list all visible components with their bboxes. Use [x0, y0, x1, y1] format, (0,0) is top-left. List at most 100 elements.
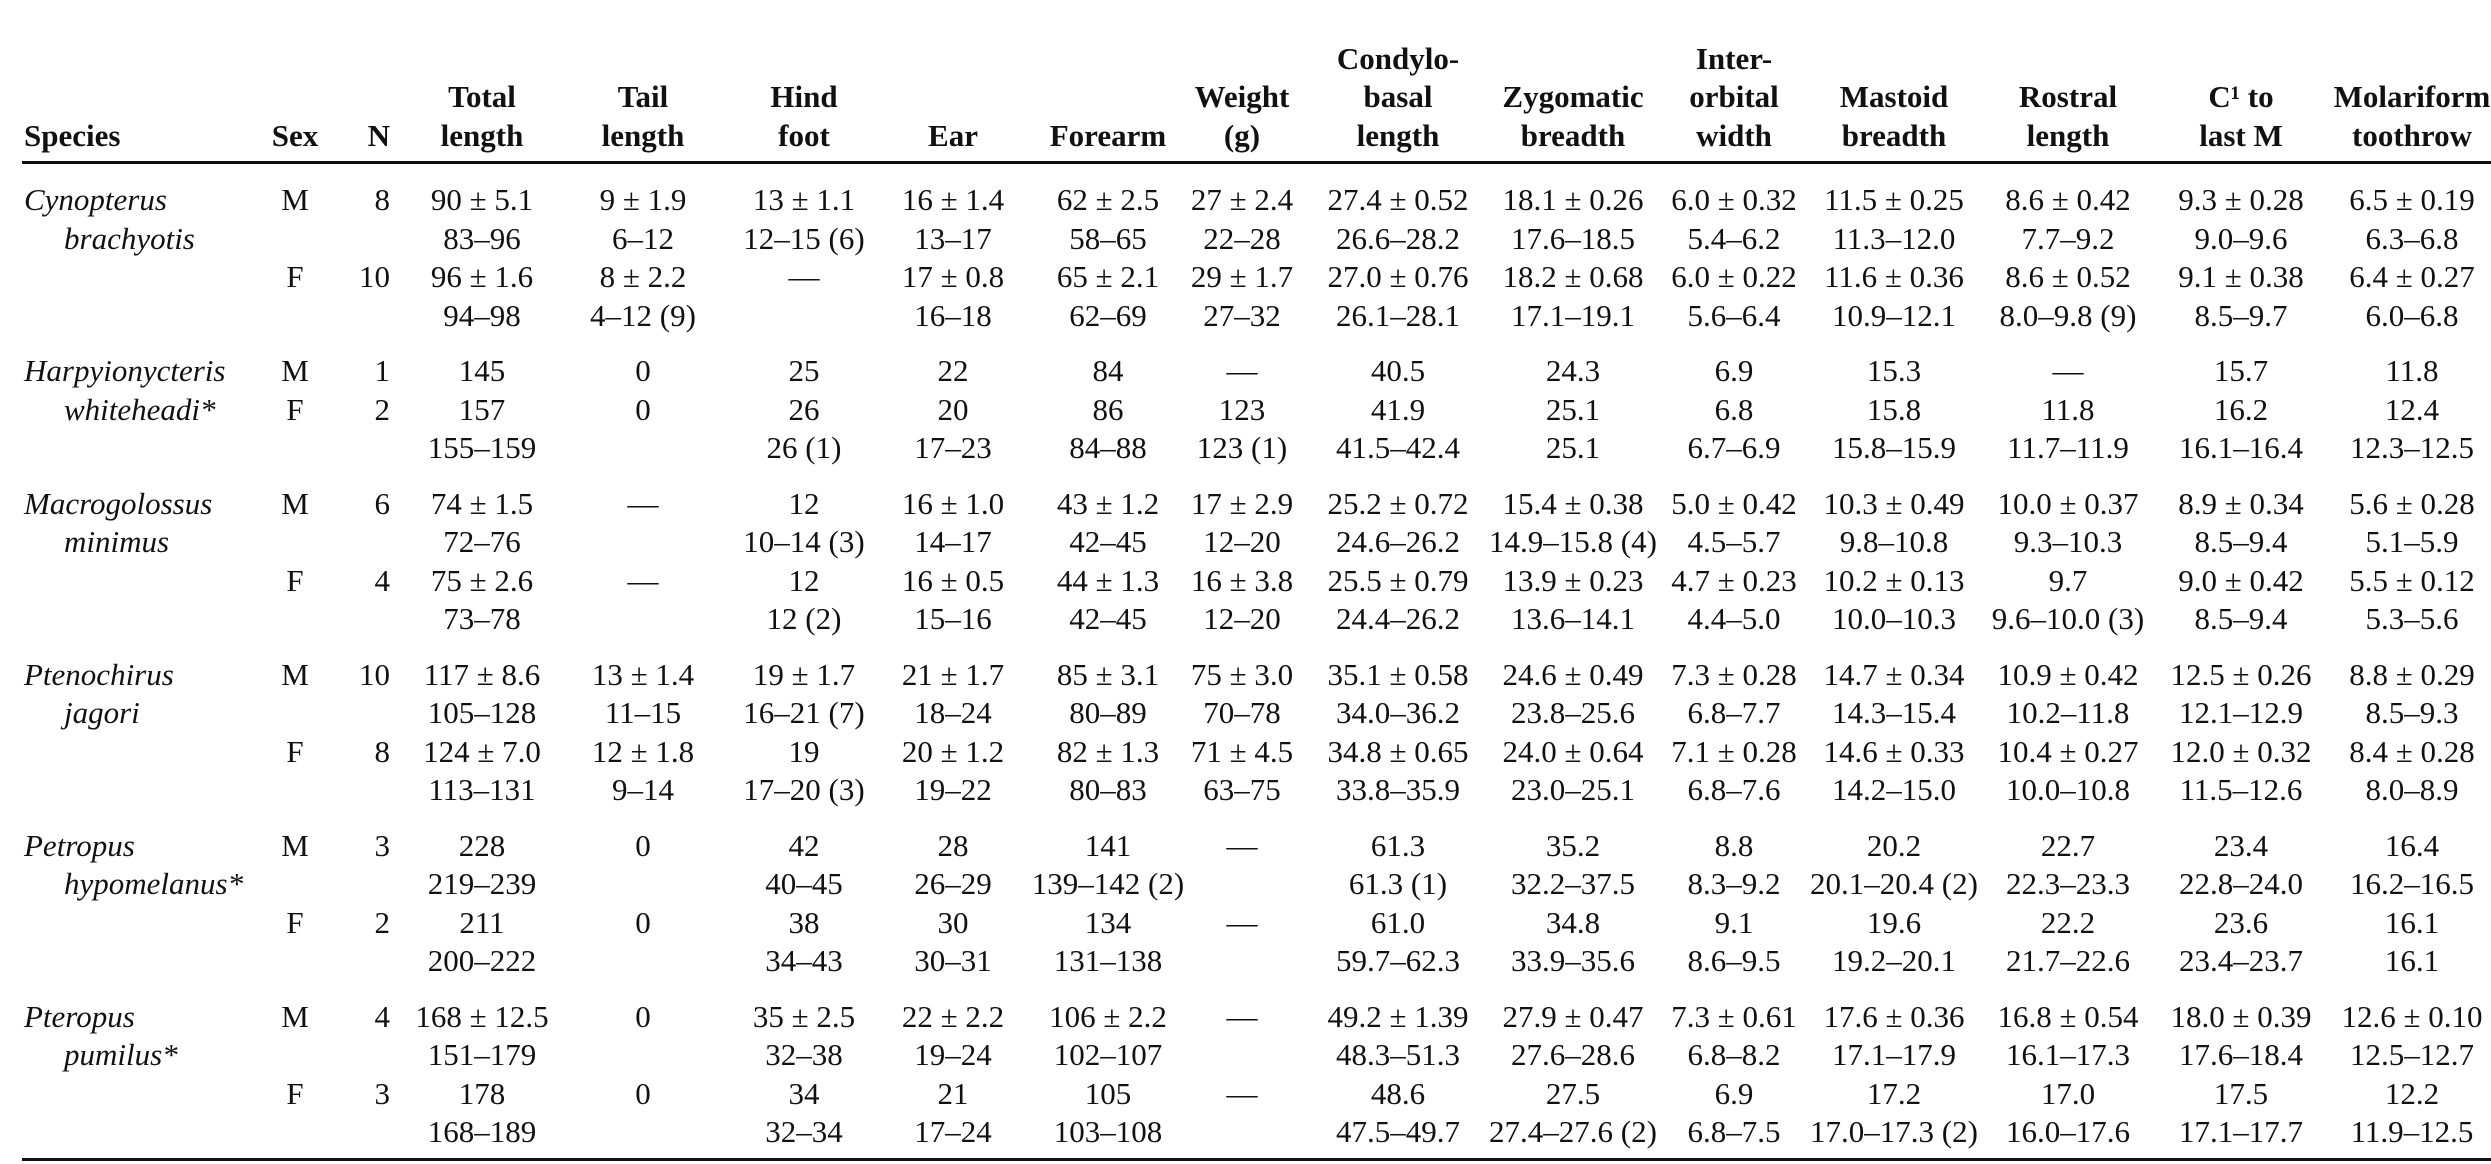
cell-forearm: 80–83	[988, 771, 1228, 810]
cell-text: 15.4 ± 0.38	[1502, 485, 1644, 521]
cell-text: 33.9–35.6	[1511, 943, 1635, 978]
cell-total-length: 73–78	[362, 600, 602, 639]
cell-text: 6.0–6.8	[2365, 297, 2459, 333]
cell-weight: —	[1122, 904, 1362, 943]
cell-total-length: 168–189	[362, 1113, 602, 1152]
table-row-mean: M 6 74 ± 1.5 — 12 16 ± 1.0 43 ± 1.2 17 ± 2.9 25.…	[0, 485, 2491, 524]
cell-rostral-length: 17.0	[1948, 1075, 2188, 1114]
cell-text: 48.3–51.3	[1336, 1037, 1460, 1072]
cell-mastoid-breadth: 14.3–15.4	[1774, 694, 2014, 733]
cell-text: 2	[374, 391, 391, 427]
cell-text: 12.6 ± 0.10	[2341, 998, 2483, 1034]
species-name: Ptenochirus	[24, 656, 264, 695]
cell-text: 17.2	[1866, 1075, 1922, 1111]
cell-text: 3	[374, 827, 391, 863]
cell-text: 17.0–17.3 (2)	[1810, 1114, 1978, 1149]
cell-text: 16.0–17.6	[2006, 1114, 2130, 1149]
header-line: Rostral	[2018, 79, 2118, 114]
cell-molariform-toothrow: 5.3–5.6	[2292, 600, 2491, 639]
cell-hind-foot: 38	[684, 904, 924, 943]
cell-text: 11.5–12.6	[2179, 772, 2303, 807]
species-name: whiteheadi*	[64, 391, 304, 430]
header-line: length	[440, 117, 524, 153]
cell-text: 8.8	[1714, 827, 1754, 863]
cell-text: 11.7–11.9	[2007, 430, 2129, 465]
cell-condylobasal-length: 48.6	[1278, 1075, 1518, 1114]
cell-hind-foot: —	[684, 258, 924, 297]
cell-text: 23.8–25.6	[1511, 695, 1635, 730]
table-row-mean: M 8 90 ± 5.1 9 ± 1.9 13 ± 1.1 16 ± 1.4 62 ± 2.…	[0, 181, 2491, 220]
cell-text: 0	[635, 904, 651, 940]
cell-text: 11.3–12.0	[1832, 220, 1956, 256]
cell-interorbital-width: 8.3–9.2	[1614, 865, 1854, 904]
cell-hind-foot: 25	[684, 352, 924, 391]
cell-c1-to-last-m: 16.2	[2121, 391, 2361, 430]
cell-mastoid-breadth: 10.9–12.1	[1774, 297, 2014, 336]
cell-n: 3	[150, 827, 391, 866]
cell-total-length: 72–76	[362, 523, 602, 562]
cell-mastoid-breadth: 9.8–10.8	[1774, 523, 2014, 562]
cell-text: 18.1 ± 0.26	[1502, 182, 1644, 217]
cell-zygomatic-breadth: 27.4–27.6 (2)	[1453, 1113, 1693, 1152]
cell-text: 8.3–9.2	[1687, 866, 1781, 901]
header-line: orbital	[1689, 79, 1779, 114]
cell-molariform-toothrow: 11.9–12.5	[2292, 1113, 2491, 1152]
cell-text: 155–159	[427, 430, 537, 465]
cell-interorbital-width: 4.7 ± 0.23	[1614, 562, 1854, 601]
cell-text: 34.0–36.2	[1336, 695, 1460, 730]
cell-text: F	[286, 391, 304, 427]
cell-interorbital-width: 4.4–5.0	[1614, 600, 1854, 639]
cell-text: jagori	[64, 695, 140, 730]
table-row-range: 73–78 12 (2) 15–16 42–45 12–20 24.4–26.2 13.6–…	[0, 600, 2491, 639]
cell-condylobasal-length: 34.0–36.2	[1278, 694, 1518, 733]
cell-total-length: 178	[362, 1075, 602, 1114]
cell-rostral-length: 16.1–17.3	[1948, 1036, 2188, 1075]
cell-text: —	[1226, 1075, 1258, 1111]
header-line: Sex	[271, 117, 319, 153]
cell-forearm: 84	[988, 352, 1228, 391]
header-line: width	[1696, 117, 1772, 153]
cell-text: 16.2–16.5	[2350, 866, 2474, 901]
cell-c1-to-last-m: 8.5–9.4	[2121, 523, 2361, 562]
cell-total-length: 105–128	[362, 694, 602, 733]
cell-text: M	[281, 182, 309, 217]
species-name: minimus	[64, 523, 304, 562]
cell-text: 12–20	[1203, 601, 1281, 636]
cell-total-length: 113–131	[362, 771, 602, 810]
cell-mastoid-breadth: 17.6 ± 0.36	[1774, 998, 2014, 1037]
header-tail-length: Tail length	[523, 78, 763, 155]
cell-n: 1	[150, 352, 391, 391]
cell-forearm: 103–108	[988, 1113, 1228, 1152]
cell-text: 102–107	[1053, 1037, 1163, 1072]
header-species: Species	[24, 117, 264, 156]
cell-hind-foot: 12 (2)	[684, 600, 924, 639]
cell-rostral-length: 22.3–23.3	[1948, 865, 2188, 904]
header-ear: Ear	[833, 117, 1073, 156]
cell-n: 3	[150, 1075, 391, 1114]
cell-text: 14.9–15.8 (4)	[1489, 524, 1657, 559]
cell-total-length: 83–96	[362, 220, 602, 259]
cell-mastoid-breadth: 15.3	[1774, 352, 2014, 391]
cell-text: 25.1	[1545, 391, 1601, 427]
species-group: M 8 90 ± 5.1 9 ± 1.9 13 ± 1.1 16 ± 1.4 62 ± 2.…	[0, 181, 2491, 335]
cell-text: 6.8–7.5	[1687, 1114, 1781, 1149]
cell-condylobasal-length: 27.4 ± 0.52	[1278, 181, 1518, 220]
cell-forearm: 42–45	[988, 523, 1228, 562]
cell-ear: 14–17	[833, 523, 1073, 562]
cell-text: Macrogolossus	[24, 485, 213, 521]
header-condylobasal-length: Condylo-basal length	[1278, 40, 1518, 156]
cell-total-length: 94–98	[362, 297, 602, 336]
cell-mastoid-breadth: 15.8–15.9	[1774, 429, 2014, 468]
cell-tail-length: 9 ± 1.9	[523, 181, 763, 220]
cell-forearm: 43 ± 1.2	[988, 485, 1228, 524]
cell-weight: 22–28	[1122, 220, 1362, 259]
cell-text: 29 ± 1.7	[1190, 259, 1294, 294]
cell-text: 15.7	[2213, 353, 2269, 388]
cell-mastoid-breadth: 14.6 ± 0.33	[1774, 733, 2014, 772]
cell-molariform-toothrow: 8.8 ± 0.29	[2292, 656, 2491, 695]
cell-text: M	[281, 485, 309, 521]
cell-text: 16–21 (7)	[743, 695, 865, 730]
cell-text: F	[286, 733, 304, 769]
cell-text: 6.3–6.8	[2365, 220, 2459, 256]
cell-text: 139–142 (2)	[1031, 866, 1185, 901]
